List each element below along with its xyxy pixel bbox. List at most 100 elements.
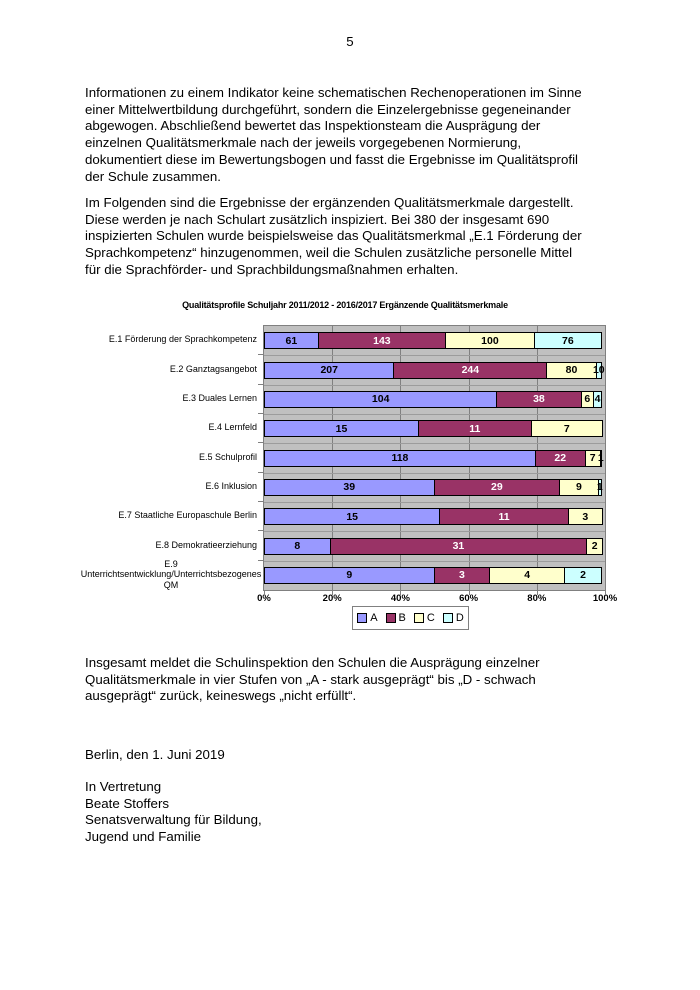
gridline-horizontal [264,384,605,386]
category-label: E.7 Staatliche Europaschule Berlin [118,510,257,521]
legend-item-a: A [357,612,378,624]
gridline-horizontal [264,355,605,357]
bar-value-label: 11 [469,422,481,435]
bar-segment-a: 39 [264,478,435,496]
bar-value-label: 11 [498,510,510,523]
bar-value-label: 61 [285,334,298,347]
bar-segment-b: 11 [418,420,532,438]
legend-swatch-icon [385,613,396,623]
paragraph-rating-scale: Insgesamt meldet die Schulinspektion den… [85,655,540,704]
legend-swatch-icon [442,613,453,623]
category-label: E.2 Ganztagsangebot [169,363,257,374]
x-axis-tick-label: 60% [459,593,479,604]
bar-segment-b: 22 [534,449,586,467]
bar-segment-b: 29 [433,478,561,496]
chart-plot: 61 143 100 76 207 244 80 10 104 38 6 4 15 11 7 118 22 7 1 3… [263,325,606,591]
gridline-horizontal [264,443,605,445]
bar-segment-a: 104 [264,390,498,408]
bar-segment-b: 244 [393,361,548,379]
bar-segment-d: 1 [598,449,604,467]
category-label: E.4 Lernfeld [208,422,257,433]
legend-label: B [398,612,406,624]
bar-value-label: 143 [373,334,391,347]
legend-swatch-icon [357,613,368,623]
x-axis-tick [605,591,606,595]
legend-swatch-icon [413,613,424,623]
bar-segment-b: 31 [329,537,588,555]
bar-segment-c: 2 [586,537,603,555]
bar-value-label: 104 [371,393,390,406]
category-axis-tick [258,501,263,502]
bar-value-label: 39 [343,481,356,494]
bar-segment-b: 3 [433,566,491,584]
category-axis-tick [258,413,263,414]
bar-value-label: 2 [580,569,586,582]
bar-segment-d: 4 [593,390,602,408]
bar-segment-a: 15 [264,508,441,526]
x-axis-tick-label: 40% [390,593,410,604]
category-label: E.1 Förderung der Sprachkompetenz [108,334,257,345]
stacked-bar-row: 104 38 6 4 [264,390,605,408]
bar-value-label: 118 [391,452,409,464]
gridline-horizontal [264,472,605,474]
bar-value-label: 8 [294,540,301,552]
bar-value-label: 4 [594,393,601,406]
bar-value-label: 1 [596,481,603,494]
bar-segment-b: 11 [439,508,569,526]
bar-segment-a: 207 [264,361,395,379]
stacked-bar-row: 8 31 2 [264,537,605,555]
gridline-horizontal [264,414,605,415]
legend-item-b: B [385,612,406,624]
bar-value-label: 76 [562,334,574,347]
bar-value-label: 7 [589,452,596,464]
bar-value-label: 80 [565,364,578,376]
bar-value-label: 15 [346,510,359,523]
bar-value-label: 22 [554,452,567,464]
chart-category-labels: E.1 Förderung der Sprachkompetenz E.2 Gan… [80,325,262,590]
category-label: E.9 Unterrichtsentwicklung/Unterrichtsbe… [80,558,262,590]
bar-segment-a: 61 [264,332,319,350]
category-label: E.8 Demokratieerziehung [155,539,257,550]
bar-segment-b: 38 [496,390,582,408]
bar-segment-d: 1 [596,478,603,496]
x-axis-tick-label: 20% [322,593,342,604]
bar-value-label: 38 [533,393,545,406]
bar-value-label: 6 [584,393,591,406]
x-axis-tick [400,591,402,595]
bar-segment-a: 15 [264,420,419,438]
category-label: E.5 Schulprofil [198,451,257,462]
bar-segment-c: 7 [584,449,601,467]
bar-value-label: 15 [335,422,348,435]
bar-value-label: 207 [320,364,338,376]
category-axis-tick [258,471,263,473]
bar-value-label: 31 [452,540,465,552]
x-axis-tick [468,591,470,595]
bar-segment-c: 9 [559,478,599,496]
paragraph-inspection-process: Informationen zu einem Indikator keine s… [85,85,582,184]
bar-value-label: 10 [592,364,605,376]
x-axis-tick-label: 80% [527,593,547,604]
legend-item-d: D [442,612,464,624]
x-axis-tick [264,591,265,595]
bar-value-label: 3 [582,510,589,523]
legend-label: C [426,612,435,624]
bar-value-label: 100 [481,334,499,347]
legend-label: D [455,612,464,624]
bar-value-label: 4 [524,569,531,582]
bar-segment-d: 10 [592,361,605,379]
category-label: E.3 Duales Lernen [182,393,257,404]
chart-title: Qualitätsprofile Schuljahr 2011/2012 - 2… [182,300,508,310]
stacked-bar-row: 9 3 4 2 [264,566,605,584]
bar-value-label: 7 [563,422,570,435]
bar-segment-a: 118 [264,449,536,467]
x-axis-tick [332,591,334,595]
stacked-bar-row: 15 11 3 [264,508,605,526]
signature-block: In Vertretung Beate Stoffers Senatsverwa… [85,779,262,845]
bar-segment-d: 2 [564,566,602,584]
category-axis-tick [258,442,263,444]
page-number: 5 [346,34,354,49]
x-axis-tick-label: 0% [257,593,271,604]
stacked-bar-row: 39 29 9 1 [264,478,605,496]
quality-profiles-chart: Qualitätsprofile Schuljahr 2011/2012 - 2… [80,296,617,642]
